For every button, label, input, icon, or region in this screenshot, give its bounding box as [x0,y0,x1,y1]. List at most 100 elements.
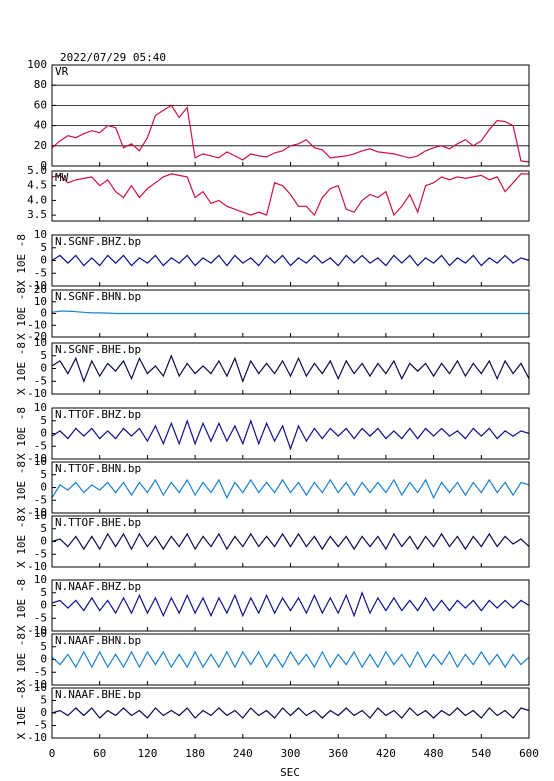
y-tick-label: 80 [34,78,47,91]
panel-label: VR [55,65,69,78]
panel-label: N.TTOF.BHE.bp [55,516,141,529]
y-tick-label: 5 [40,694,47,707]
x-tick-label: 540 [471,747,491,760]
y-tick-label: -10 [27,731,47,744]
panel-label: N.SGNF.BHZ.bp [55,235,141,248]
x-tick-label: 360 [328,747,348,760]
y-axis-label: X 10E -8 [15,287,28,340]
y-tick-label: 10 [34,228,47,241]
y-tick-label: 0 [40,159,47,172]
trace [51,354,530,384]
y-tick-label: 3.5 [27,208,47,221]
y-tick-label: 5.0 [27,164,47,177]
y-axis-label: X 10E -8 [15,687,28,740]
x-tick-label: 60 [93,747,106,760]
y-tick-label: 20 [34,139,47,152]
y-tick-label: 40 [34,119,47,132]
y-axis-label: X 10E -8 [15,515,28,568]
y-tick-label: 10 [34,336,47,349]
y-tick-label: -5 [34,719,47,732]
y-tick-label: 0 [40,653,47,666]
y-tick-label: 60 [34,98,47,111]
y-tick-label: 10 [34,509,47,522]
trace [51,707,530,719]
y-tick-label: -5 [34,493,47,506]
x-tick-label: 120 [137,747,157,760]
panel-label: N.NAAF.BHZ.bp [55,580,141,593]
panel-label: N.SGNF.BHN.bp [55,290,141,303]
y-tick-label: -5 [34,439,47,452]
y-tick-label: -10 [27,624,47,637]
y-tick-label: -10 [27,560,47,573]
panel-label: MW [55,171,69,184]
y-tick-label: -10 [27,506,47,519]
panel-label: N.NAAF.BHN.bp [55,634,141,647]
y-tick-label: -10 [27,452,47,465]
y-axis-label: X 10E -8 [15,342,28,395]
x-tick-label: 300 [281,747,301,760]
panel-frame [51,170,530,222]
y-tick-label: -10 [27,318,47,331]
y-tick-label: 0 [40,254,47,267]
y-tick-label: -20 [27,330,47,343]
panel-label: N.NAAF.BHE.bp [55,688,141,701]
trace [51,478,530,500]
y-tick-label: -5 [34,547,47,560]
x-tick-label: 480 [424,747,444,760]
y-tick-label: -10 [27,279,47,292]
y-tick-label: 0 [40,706,47,719]
y-tick-label: 5 [40,468,47,481]
y-tick-label: -5 [34,611,47,624]
panel-label: N.TTOF.BHZ.bp [55,408,141,421]
y-tick-label: -5 [34,374,47,387]
trace [51,310,529,315]
y-tick-label: 0 [40,481,47,494]
y-axis-label: X 10E -8 [15,407,28,460]
y-tick-label: 0 [40,535,47,548]
x-tick-label: 600 [519,747,539,760]
y-tick-label: 10 [34,627,47,640]
y-tick-label: 5 [40,349,47,362]
y-tick-label: 5 [40,522,47,535]
y-tick-label: 20 [34,283,47,296]
chart-title: 2022/07/29 05:40 [60,51,166,64]
y-tick-label: 0 [40,427,47,440]
y-tick-label: 5 [40,414,47,427]
y-tick-label: -5 [34,665,47,678]
x-tick-label: 180 [185,747,205,760]
y-tick-label: 5 [40,586,47,599]
y-tick-label: 10 [34,455,47,468]
x-tick-label: 240 [233,747,253,760]
y-axis-label: X 10E -8 [15,234,28,287]
y-axis-label: X 10E -8 [15,461,28,514]
y-tick-label: -10 [27,678,47,691]
x-axis-label: SEC [280,766,300,779]
panel-label: N.SGNF.BHE.bp [55,343,141,356]
panel-label: N.TTOF.BHN.bp [55,462,141,475]
trace [51,591,530,618]
y-axis-label: X 10E -8 [15,633,28,686]
y-tick-label: -5 [34,266,47,279]
y-tick-label: 10 [34,573,47,586]
trace [51,418,530,451]
y-tick-label: 10 [34,295,47,308]
y-tick-label: 10 [34,401,47,414]
x-tick-label: 420 [376,747,396,760]
trace [51,104,530,163]
trace [51,532,530,551]
y-tick-label: 0 [40,599,47,612]
y-tick-label: 5 [40,241,47,254]
y-tick-label: 4.5 [27,179,47,192]
y-tick-label: -10 [27,387,47,400]
y-axis-label: X 10E -8 [15,579,28,632]
trace [51,650,530,669]
trace [51,173,529,217]
y-tick-label: 4.0 [27,193,47,206]
y-tick-label: 0 [40,362,47,375]
panel-frame [51,64,530,167]
y-tick-label: 0 [40,307,47,320]
trace [51,254,530,267]
y-tick-label: 100 [27,58,47,71]
x-tick-label: 0 [49,747,56,760]
